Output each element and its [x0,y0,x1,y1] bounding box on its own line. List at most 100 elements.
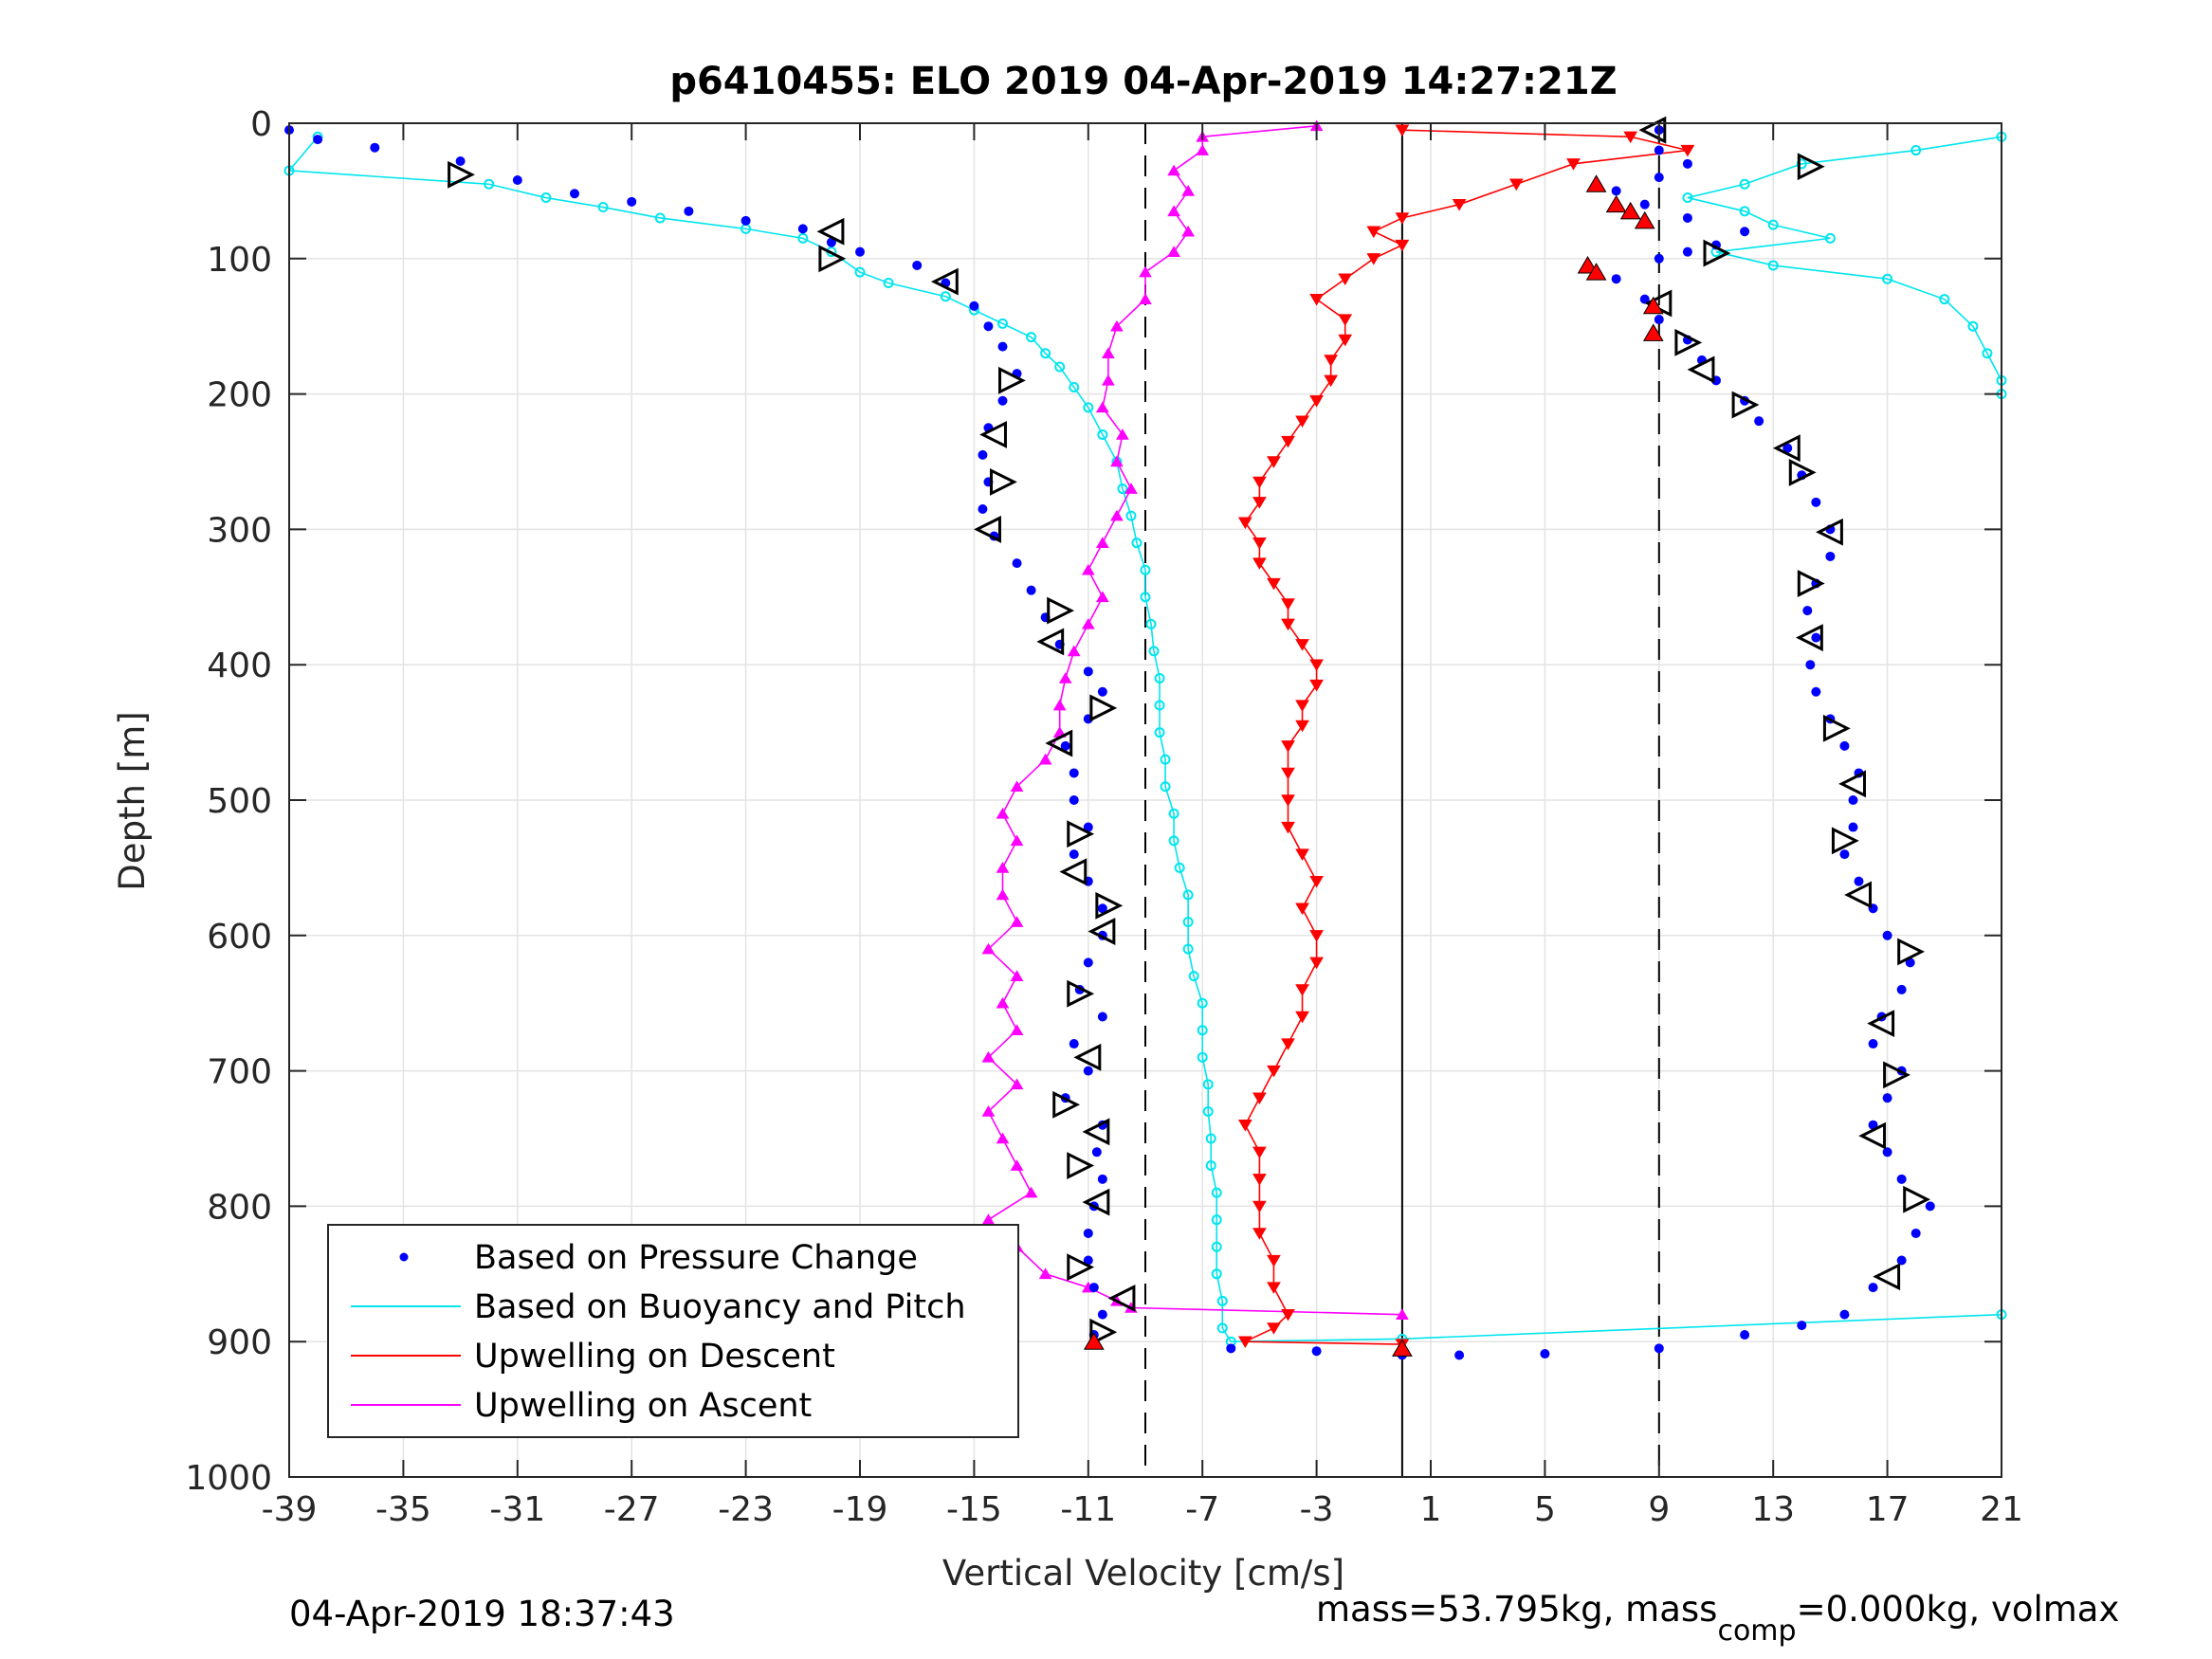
upwelling-descent-point [1295,639,1309,651]
buoyancy-point [1154,672,1165,684]
buoyancy-point [797,232,809,244]
buoyancy-point [1182,889,1194,901]
buoyancy-point [1211,1214,1222,1226]
x-tick-label: -15 [946,1490,1002,1529]
upwelling-descent-point [1267,1322,1281,1335]
upwelling-descent-point [1338,273,1353,286]
upwelling-ascent-point [1095,537,1109,548]
pressure-point [1083,822,1093,832]
upwelling-descent-point [1295,984,1309,996]
upwelling-ascent-point [1101,347,1115,359]
flight-marker [1089,1318,1118,1346]
upwelling-ascent-point [1038,1267,1052,1280]
pressure-point [1740,227,1750,237]
upwelling-descent-point [1338,334,1353,347]
upwelling-ascent-point [1010,834,1024,847]
upwelling-ascent-point [1110,455,1124,467]
flight-marker [930,267,959,296]
series-highlighted [1083,174,1664,1357]
flight-marker [1822,714,1851,742]
pressure-point [997,341,1008,352]
flight-marker [998,366,1026,394]
x-tick-label: 21 [1980,1490,2023,1529]
upwelling-ascent-point [1038,753,1052,765]
pressure-point [1797,1321,1807,1331]
flight-marker [979,421,1007,448]
buoyancy-point [1982,348,1993,359]
y-tick-label: 700 [207,1053,272,1092]
flight-marker [1638,116,1667,144]
upwelling-descent-point [1309,679,1324,692]
upwelling-ascent-point [1181,185,1196,196]
y-tick-label: 500 [207,782,272,821]
upwelling-ascent-point [1010,1078,1024,1090]
pressure-point [1839,740,1850,751]
footer-timestamp: 04-Apr-2019 18:37:43 [289,1594,675,1634]
buoyancy-point [940,291,951,302]
flight-marker [818,245,847,273]
upwelling-descent-point [1395,239,1410,252]
upwelling-ascent-point [1167,205,1180,217]
upwelling-ascent-point [1010,780,1024,793]
flight-marker [990,467,1017,496]
upwelling-ascent-point [1167,246,1180,257]
upwelling-ascent-point [1124,483,1138,494]
flight-marker [1772,434,1801,463]
y-tick-label: 600 [207,918,272,957]
buoyancy-point [654,212,666,224]
x-tick-label: -35 [375,1490,431,1529]
upwelling-ascent-point [1010,1159,1024,1171]
y-axis-label: Depth [m] [112,711,153,890]
upwelling-descent-point [1281,767,1295,780]
pressure-point [1083,1066,1093,1076]
buoyancy-point [1197,997,1208,1009]
upwelling-ascent-point [1095,591,1109,603]
flight-marker [1059,858,1088,886]
pressure-point [1311,1346,1322,1357]
upwelling-ascent-point [1024,1186,1038,1198]
series-buoyancy-pitch [283,131,2007,1347]
pressure-point [1782,443,1793,453]
y-tick-label: 400 [207,647,272,685]
pressure-point [570,189,579,199]
pressure-point [740,215,751,226]
flight-marker [974,515,1001,543]
highlight-marker [1083,1332,1105,1350]
y-tick-label: 800 [207,1188,272,1227]
pressure-point [1811,497,1821,507]
buoyancy-point [1197,1025,1208,1036]
buoyancy-point [1682,192,1693,204]
upwelling-descent-point [1281,618,1295,631]
upwelling-descent-point [1281,740,1295,753]
upwelling-ascent-point [1067,645,1081,657]
upwelling-descent-point [1252,1200,1267,1213]
pressure-point [1611,186,1621,196]
footer-mass: mass=53.795kg, masscomp=0.000kg, volmax [1316,1589,2119,1648]
pressure-point [1854,876,1864,886]
legend: Based on Pressure Change Based on Buoyanc… [327,1224,1019,1438]
upwelling-ascent-point [1095,401,1109,413]
pressure-point [1740,1330,1750,1340]
y-tick-label: 200 [207,376,272,415]
x-tick-label: 17 [1866,1490,1910,1529]
upwelling-ascent-point [1181,225,1196,237]
upwelling-descent-point [1680,144,1695,157]
x-tick-label: -31 [489,1490,545,1529]
buoyancy-point [1174,862,1185,873]
upwelling-ascent-point [1396,1308,1409,1320]
x-tick-label: -11 [1060,1490,1116,1529]
y-tick-label: 100 [207,241,272,280]
flight-marker [1095,891,1124,920]
pressure-point [1802,606,1813,616]
pressure-point [983,321,994,332]
buoyancy-point [1967,320,1979,332]
buoyancy-point [1097,428,1108,440]
flight-marker [1816,518,1843,546]
pressure-point [1226,1343,1236,1354]
pressure-point [969,301,979,311]
buoyancy-point [1211,1268,1222,1280]
pressure-point [1654,315,1664,325]
pressure-point [1088,1283,1099,1293]
pressure-point [912,260,923,270]
